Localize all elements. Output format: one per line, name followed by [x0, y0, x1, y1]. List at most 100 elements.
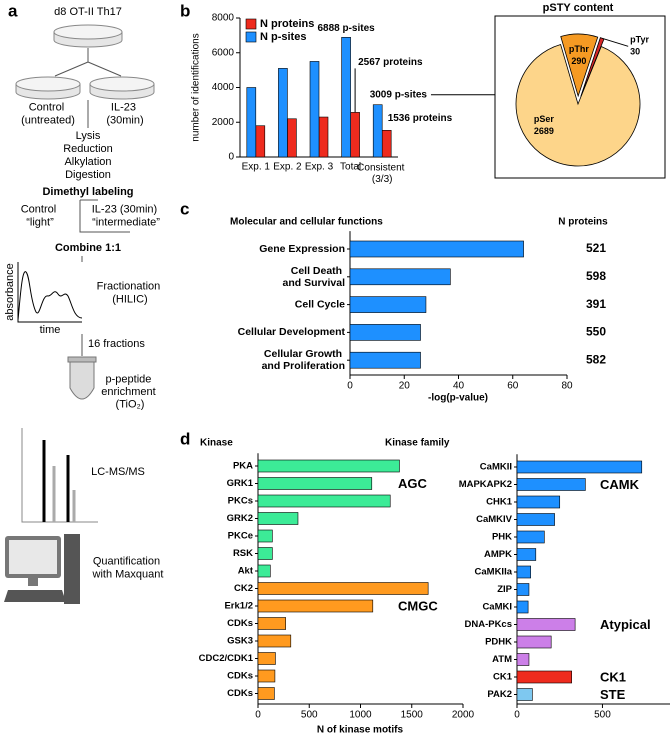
y-tick-label: CDKs	[227, 671, 253, 682]
y-tick-label: 4000	[212, 82, 235, 93]
column-header: Kinase	[200, 438, 233, 449]
family-label: CK1	[600, 669, 626, 684]
chromatogram-axes	[17, 262, 82, 323]
workflow: d8 OT-II Th17 Control (untreated) IL-23 …	[4, 6, 164, 604]
bar	[257, 669, 276, 683]
x-axis-label: N of kinase motifs	[317, 725, 404, 736]
x-tick-label: Exp. 1	[242, 162, 271, 173]
value-label: 2567 proteins	[358, 57, 423, 68]
y-tick-label: Gene Expression	[259, 243, 345, 255]
tube	[69, 359, 95, 400]
bar	[516, 565, 531, 579]
n-proteins: 598	[586, 269, 606, 283]
step-text: Digestion	[65, 169, 111, 181]
x-tick-label: 0	[347, 381, 353, 392]
x-tick-label: 500	[594, 710, 611, 721]
bar	[257, 582, 429, 595]
step-text: Fractionation (HILIC)	[97, 281, 164, 306]
y-tick-label: PAK2	[487, 689, 512, 700]
dish	[53, 24, 123, 40]
y-tick-label: CHK1	[486, 497, 513, 508]
x-tick-label: 1000	[349, 710, 372, 721]
bar	[278, 68, 288, 158]
y-tick-label: CaMKII	[480, 462, 512, 473]
family-label: AGC	[398, 476, 428, 491]
slice-value: 290	[571, 56, 586, 66]
bar	[287, 118, 297, 158]
family-label: Atypical	[600, 617, 651, 632]
y-tick-label: Akt	[238, 566, 254, 577]
x-tick-label: 60	[507, 381, 519, 392]
screen	[9, 540, 57, 574]
step-text: Control (untreated)	[21, 102, 75, 127]
bar	[341, 37, 351, 158]
n-proteins: 521	[586, 241, 606, 255]
chromatogram-trace	[17, 271, 83, 321]
x-tick-label: 500	[301, 710, 318, 721]
legend-swatch	[245, 31, 257, 43]
bar	[257, 494, 391, 508]
step-text: Alkylation	[64, 156, 111, 168]
y-tick-label: ATM	[492, 654, 512, 665]
pie-slice	[515, 43, 641, 167]
bar	[257, 652, 276, 665]
step-text: 16 fractions	[88, 338, 145, 350]
y-axis-label: number of identifications	[191, 33, 202, 141]
y-tick-label: GRK2	[227, 513, 253, 524]
y-tick-label: CK2	[234, 583, 253, 594]
value-label: 3009 p-sites	[370, 89, 428, 100]
column-header: Kinase family	[385, 438, 450, 449]
y-tick-label: 0	[228, 152, 234, 163]
bar	[516, 513, 555, 526]
legend-label: N p-sites	[260, 31, 306, 43]
tower	[64, 534, 80, 604]
legend-label: N proteins	[260, 18, 314, 30]
tube-cap	[67, 356, 97, 363]
bar	[257, 564, 271, 578]
x-tick-label: 1500	[401, 710, 424, 721]
x-tick-label: 0	[514, 710, 520, 721]
y-tick-label: GSK3	[227, 636, 253, 647]
axis-label: time	[40, 324, 61, 336]
y-tick-label: DNA-PKcs	[464, 619, 512, 630]
bar	[516, 618, 576, 631]
bar	[516, 653, 530, 666]
y-tick-label: 6000	[212, 47, 235, 58]
y-tick-label: Cellular Growth and Proliferation	[262, 348, 345, 372]
x-tick-label: Exp. 3	[305, 162, 334, 173]
x-tick-label: 2000	[452, 710, 475, 721]
monitor-stand	[28, 578, 38, 586]
column-header: N proteins	[558, 217, 608, 228]
y-tick-label: AMPK	[484, 549, 512, 560]
x-tick-label: 40	[453, 381, 465, 392]
bar	[516, 548, 537, 561]
y-tick-label: MAPKAPK2	[459, 479, 512, 490]
bar	[516, 635, 552, 649]
step-text: IL-23 (30min)	[106, 102, 143, 127]
slice-value: 30	[630, 47, 640, 57]
x-tick-label: 0	[255, 710, 261, 721]
y-tick-label: PKCe	[228, 531, 253, 542]
bar	[381, 130, 392, 158]
y-tick-label: PKA	[233, 461, 253, 472]
bar	[257, 512, 299, 525]
pie-slice	[560, 33, 599, 98]
x-tick-label: Consistent (3/3)	[357, 162, 407, 185]
y-tick-label: PKCs	[228, 496, 253, 507]
panel-label: a	[8, 1, 18, 20]
step-text: p-peptide enrichment (TiO₂)	[101, 373, 158, 410]
bar	[257, 477, 373, 490]
slice-label: pThr	[569, 44, 589, 54]
bar	[257, 459, 400, 473]
bar	[350, 112, 360, 158]
bar	[349, 324, 421, 341]
bar	[257, 617, 286, 630]
y-tick-label: Cellular Development	[238, 326, 346, 338]
step-text: Combine 1:1	[55, 242, 121, 254]
value-label: 6888 p-sites	[317, 23, 375, 34]
family-label: CAMK	[600, 477, 640, 492]
bar	[257, 547, 273, 560]
y-tick-label: PDHK	[485, 637, 512, 648]
y-tick-label: CDC2/CDK1	[199, 653, 254, 664]
